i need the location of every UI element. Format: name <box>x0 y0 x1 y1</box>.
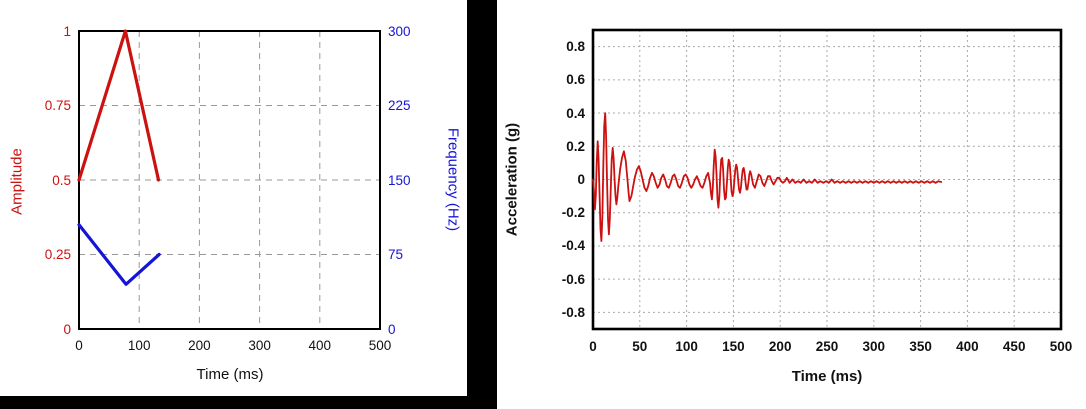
amplitude-tick-label: 0.5 <box>52 172 71 188</box>
sweep-x-tick-label: 300 <box>248 338 271 353</box>
acceleration-x-tick-label: 400 <box>956 339 979 354</box>
acceleration-x-tick-label: 0 <box>589 339 597 354</box>
panel-black-bottom-band <box>0 396 467 409</box>
acceleration-x-tick-label: 450 <box>1002 339 1026 354</box>
acceleration-y-tick-label: 0.8 <box>566 39 585 55</box>
frequency-tick-label: 75 <box>388 247 404 262</box>
acceleration-y-tick-label: -0.6 <box>561 271 585 287</box>
amplitude-tick-label: 0.75 <box>44 98 71 113</box>
acceleration-y-tick-label: -0.4 <box>561 238 585 254</box>
acceleration-x-tick-label: 350 <box>909 339 932 354</box>
amplitude-tick-label: 0 <box>63 321 71 337</box>
acceleration-y-tick-label: 0 <box>577 172 585 187</box>
right-y-axis-title: Frequency (Hz) <box>444 127 462 232</box>
sweep-x-tick-label: 500 <box>368 338 392 353</box>
acceleration-x-tick-label: 500 <box>1049 339 1073 354</box>
sweep-x-axis-title: Time (ms) <box>196 366 264 383</box>
frequency-tick-label: 300 <box>388 23 411 39</box>
acceleration-chart-panel: Acceleration (g) Time (ms) 0 50 100 150 200 2… <box>497 0 1086 409</box>
sweep-x-tick-label: 0 <box>75 338 83 353</box>
sweep-chart-plot <box>77 29 381 330</box>
acceleration-chart-plot <box>591 28 1063 331</box>
acceleration-x-tick-label: 300 <box>862 339 886 354</box>
frequency-tick-label: 225 <box>388 98 411 113</box>
panel-black-right-band <box>467 0 497 409</box>
sweep-x-tick-label: 100 <box>127 338 151 353</box>
acceleration-x-tick-label: 100 <box>675 339 698 354</box>
acceleration-x-tick-label: 150 <box>722 339 745 354</box>
acceleration-x-axis-title: Time (ms) <box>791 368 863 385</box>
acceleration-y-tick-label: -0.2 <box>561 205 585 221</box>
frequency-tick-label: 0 <box>388 321 396 337</box>
amplitude-tick-label: 1 <box>63 23 71 39</box>
amplitude-tick-label: 0.25 <box>44 247 71 262</box>
frequency-tick-label: 150 <box>388 172 411 188</box>
acceleration-x-tick-label: 250 <box>815 339 839 354</box>
acceleration-y-tick-label: 0.6 <box>566 72 585 88</box>
acceleration-y-tick-label: 0.4 <box>566 105 585 121</box>
acceleration-y-tick-label: 0.2 <box>566 138 585 154</box>
acceleration-y-tick-label: -0.8 <box>561 304 585 320</box>
acceleration-y-axis-title: Acceleration (g) <box>503 122 521 237</box>
sweep-x-tick-label: 200 <box>188 338 211 353</box>
acceleration-x-tick-label: 200 <box>768 339 792 354</box>
sweep-x-tick-label: 400 <box>308 338 332 353</box>
acceleration-x-tick-label: 50 <box>632 339 648 354</box>
sweep-chart-panel: Amplitude Frequency (Hz) Time (ms) 0 100 2… <box>0 0 497 409</box>
